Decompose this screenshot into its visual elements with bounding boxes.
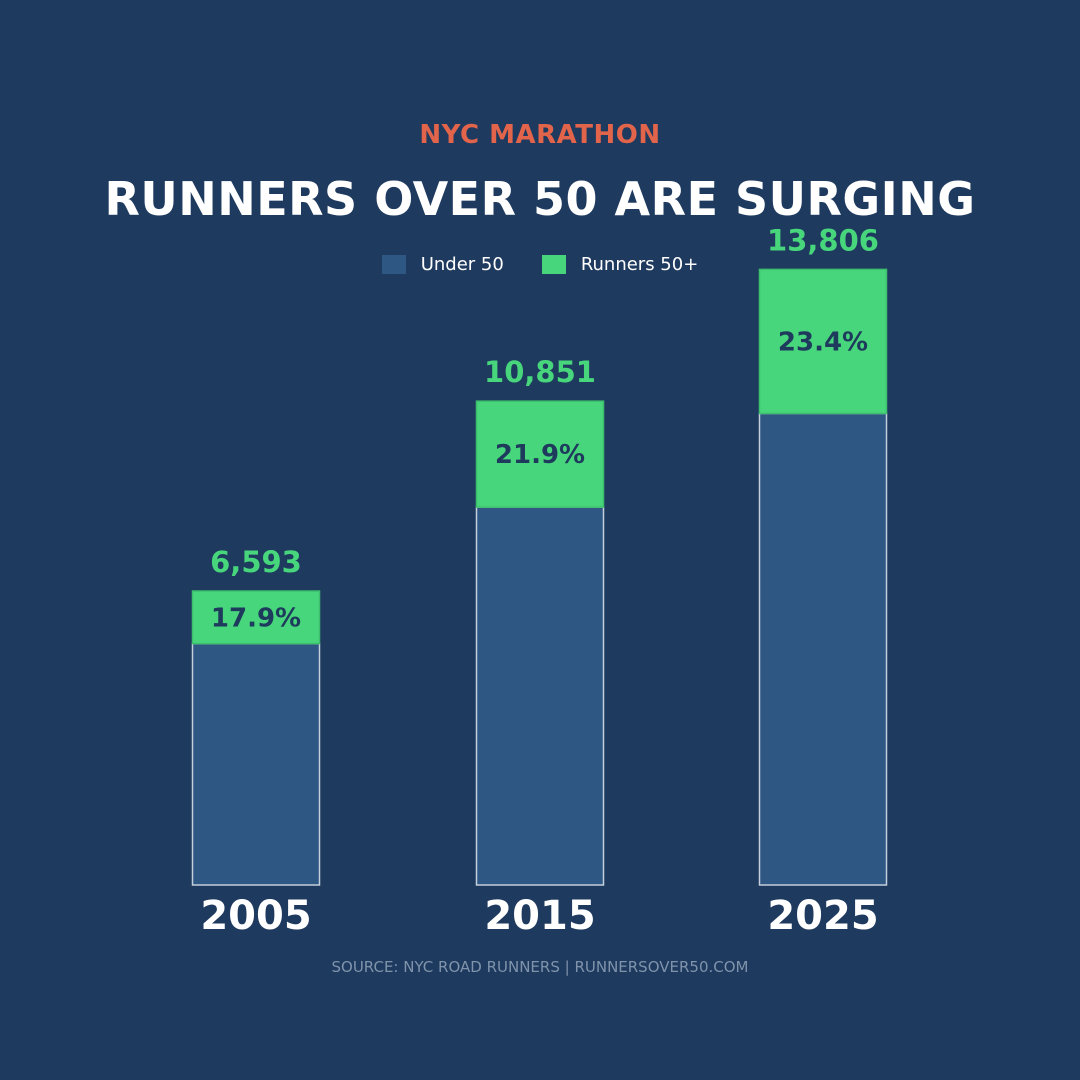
bar-runners-50-plus-2015 — [475, 400, 605, 508]
kicker: NYC MARATHON — [419, 120, 661, 150]
bar-runners-50-plus-2025 — [758, 268, 888, 415]
legend-swatch-runners-50-plus — [541, 255, 566, 274]
x-tick-label-2005: 2005 — [200, 893, 311, 939]
x-tick-label-2025: 2025 — [767, 893, 878, 939]
percent-label-2015: 21.9% — [495, 440, 585, 470]
chart-title: RUNNERS OVER 50 ARE SURGING — [104, 172, 976, 226]
bar-under-50-2015 — [475, 506, 605, 886]
legend-item-under-50: Under 50 — [381, 254, 504, 275]
percent-label-2005: 17.9% — [211, 603, 301, 633]
source-note: SOURCE: NYC ROAD RUNNERS | RUNNERSOVER50… — [331, 958, 749, 976]
legend: Under 50 Runners 50+ — [0, 254, 1080, 275]
total-label-2005: 6,593 — [210, 545, 302, 579]
legend-label-runners-50-plus: Runners 50+ — [580, 254, 699, 275]
legend-item-runners-50-plus: Runners 50+ — [541, 254, 699, 275]
legend-label-under-50: Under 50 — [420, 254, 504, 275]
legend-swatch-under-50 — [381, 255, 406, 274]
percent-label-2025: 23.4% — [778, 327, 868, 357]
x-tick-label-2015: 2015 — [484, 893, 595, 939]
total-label-2015: 10,851 — [484, 355, 596, 389]
total-label-2025: 13,806 — [767, 223, 879, 257]
bar-under-50-2025 — [758, 412, 888, 886]
bar-under-50-2005 — [191, 642, 321, 886]
bar-runners-50-plus-2005 — [191, 590, 321, 645]
